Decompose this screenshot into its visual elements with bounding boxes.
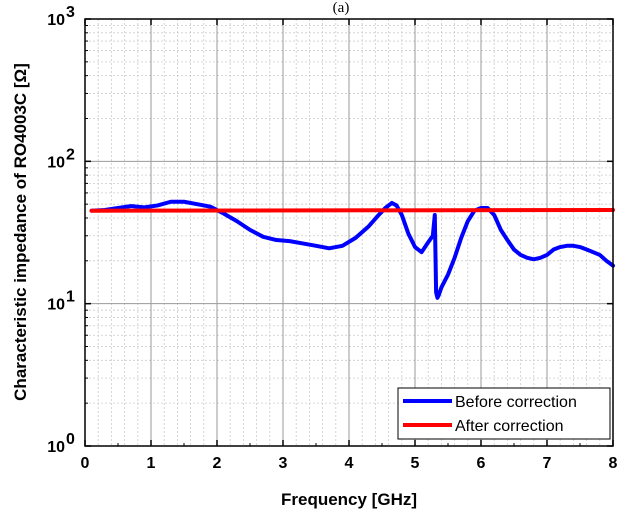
legend-label-after-correction: After correction xyxy=(455,418,563,435)
y-tick-label: 10 0 xyxy=(47,431,75,456)
tick-marks xyxy=(84,18,614,447)
y-tick-base: 10 xyxy=(47,439,65,456)
legend-label-before-correction: Before correction xyxy=(455,394,577,411)
series-line-after-correction xyxy=(89,208,615,213)
y-tick-exponent: 2 xyxy=(66,146,75,163)
y-tick-base: 10 xyxy=(47,154,65,171)
y-tick-label: 10 2 xyxy=(47,146,75,171)
x-tick-label: 7 xyxy=(543,455,552,472)
x-tick-label: 3 xyxy=(279,455,288,472)
x-tick-label: 1 xyxy=(147,455,156,472)
y-tick-label: 10 1 xyxy=(47,289,75,314)
x-tick-label: 8 xyxy=(609,455,618,472)
series-line-before-correction xyxy=(89,199,615,300)
y-axis-title: Characteristic impedance of RO4003C [Ω] xyxy=(11,63,30,401)
y-tick-base: 10 xyxy=(47,297,65,314)
x-tick-label: 6 xyxy=(477,455,486,472)
chart-top-label: (a) xyxy=(333,0,350,16)
y-tick-exponent: 3 xyxy=(66,4,75,21)
x-tick-label: 2 xyxy=(213,455,222,472)
x-tick-label: 5 xyxy=(411,455,420,472)
y-tick-exponent: 0 xyxy=(66,431,75,448)
x-axis-title: Frequency [GHz] xyxy=(281,490,417,509)
legend: Before correction After correction xyxy=(397,387,611,440)
x-tick-label: 0 xyxy=(81,455,90,472)
series-layer xyxy=(89,199,615,300)
x-tick-label: 4 xyxy=(345,455,354,472)
legend-box xyxy=(397,387,611,440)
y-tick-base: 10 xyxy=(47,12,65,29)
x-tick-labels: 0 1 2 3 4 5 6 7 8 xyxy=(81,455,618,472)
y-tick-exponent: 1 xyxy=(66,289,75,306)
y-tick-label: 10 3 xyxy=(47,4,75,29)
